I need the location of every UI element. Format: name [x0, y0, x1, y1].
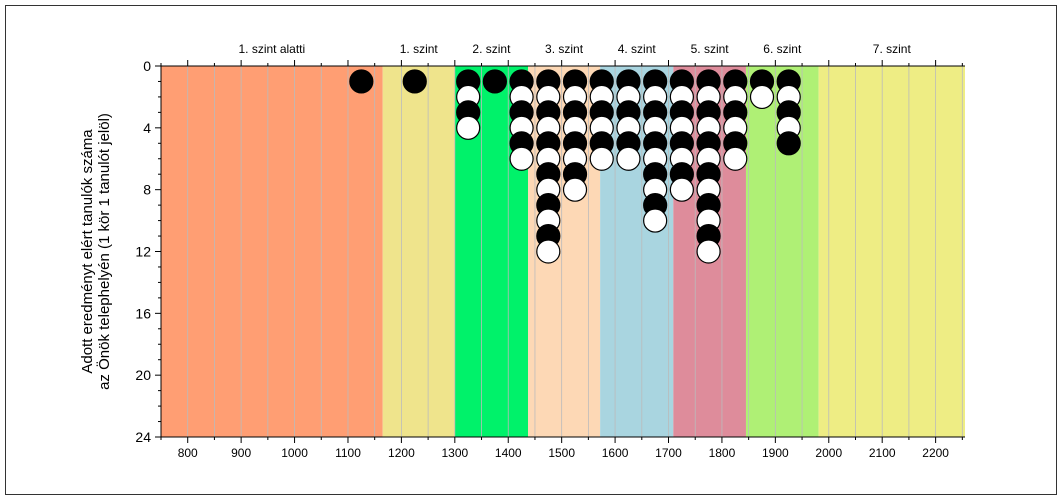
y-tick-label: 0: [143, 58, 151, 74]
y-tick-label: 16: [135, 305, 151, 321]
x-tick-label: 1400: [495, 446, 522, 460]
y-tick-label: 12: [135, 244, 151, 260]
student-circle-white: [509, 146, 534, 171]
band-label: 3. szint: [545, 42, 584, 56]
student-circle-white: [456, 115, 481, 140]
student-circle-black: [349, 69, 374, 94]
band-label: 1. szint alatti: [238, 42, 305, 56]
student-circle-black: [482, 69, 507, 94]
x-tick-label: 1200: [388, 446, 415, 460]
x-tick-label: 800: [178, 446, 198, 460]
x-tick-label: 1900: [762, 446, 789, 460]
gridlines: [187, 66, 963, 437]
y-axis-title-line: Adott eredményt elért tanulók száma: [79, 129, 96, 374]
student-circle-white: [536, 239, 561, 264]
x-tick-label: 1300: [441, 446, 468, 460]
student-circles: [349, 69, 801, 264]
y-tick-label: 20: [135, 367, 151, 383]
student-circle-white: [696, 239, 721, 264]
x-tick-label: 2000: [815, 446, 842, 460]
student-circle-white: [616, 146, 641, 171]
student-circle-white: [589, 146, 614, 171]
student-circle-white: [643, 208, 668, 233]
x-tick-label: 1800: [709, 446, 736, 460]
student-circle-black: [402, 69, 427, 94]
x-tick-label: 1000: [281, 446, 308, 460]
student-circle-white: [749, 84, 775, 110]
level-bands: [161, 66, 965, 437]
band-1: [161, 66, 383, 437]
y-axis-title-line: az Önök telephelyén (1 kör 1 tanulót jel…: [95, 113, 113, 390]
y-tick-label: 24: [135, 429, 151, 445]
band-label: 1. szint: [400, 42, 439, 56]
band-8: [818, 66, 965, 437]
band-labels: 1. szint alatti 1. szint 2. szint 3. szint 4…: [238, 42, 911, 56]
student-circle-black: [776, 131, 801, 156]
x-tick-label: 1600: [602, 446, 629, 460]
x-tick-label: 2100: [869, 446, 896, 460]
x-tick-label: 1500: [548, 446, 575, 460]
band-label: 7. szint: [873, 42, 912, 56]
student-circle-white: [562, 177, 588, 202]
y-tick-label: 8: [143, 182, 151, 198]
x-tick-label: 1700: [655, 446, 682, 460]
x-tick-label: 1100: [335, 446, 361, 460]
band-2: [382, 66, 455, 437]
x-tick-label: 900: [231, 446, 251, 460]
band-label: 6. szint: [763, 42, 802, 56]
y-tick-label: 4: [143, 120, 151, 136]
student-circle-white: [723, 146, 748, 171]
band-label: 4. szint: [618, 42, 657, 56]
y-axis-title: Adott eredményt elért tanulók számaaz Ön…: [79, 113, 113, 390]
x-tick-label: 2200: [922, 446, 949, 460]
band-label: 2. szint: [472, 42, 511, 56]
band-label: 5. szint: [691, 42, 730, 56]
axes: 800 900 1000 1100 1200 1300 1400 1500 1600 1700 18…: [135, 58, 965, 460]
student-circle-white: [669, 177, 694, 202]
